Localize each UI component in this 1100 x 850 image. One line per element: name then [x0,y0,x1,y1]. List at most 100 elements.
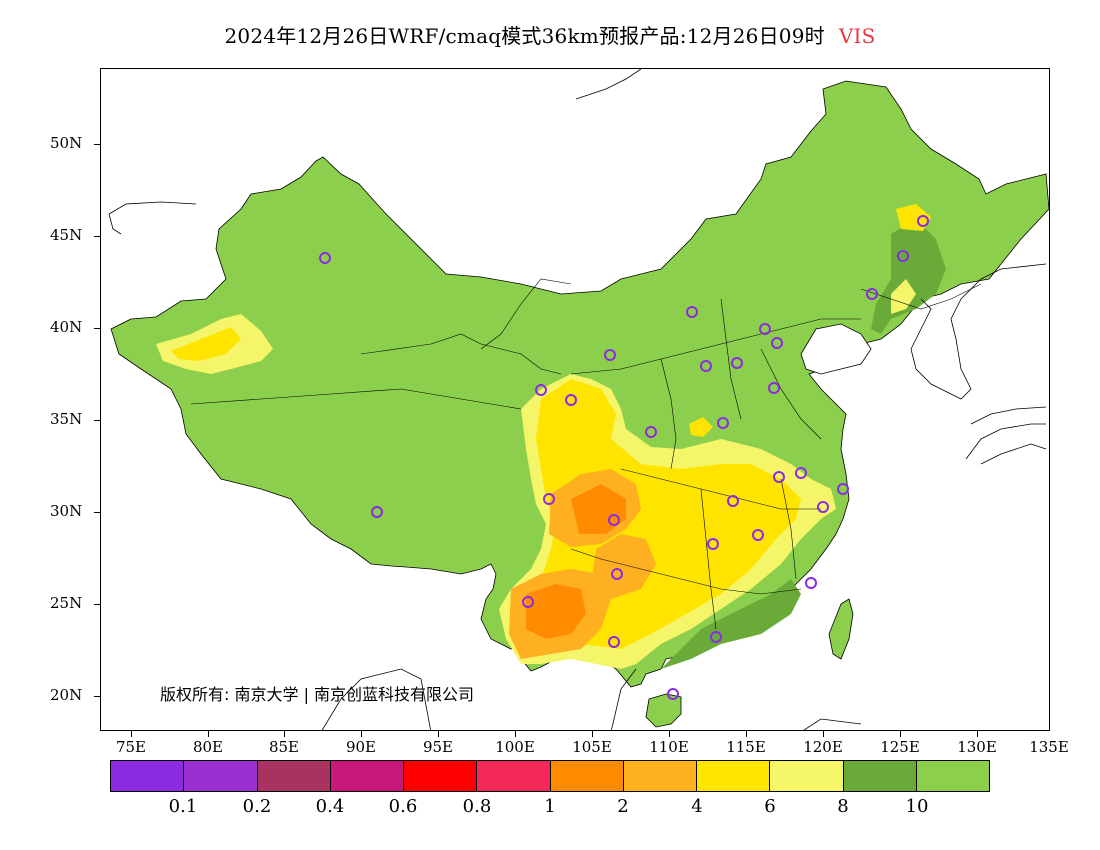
lon-tick [592,731,593,737]
station-marker [611,568,623,580]
legend-label: 0.1 [168,796,198,817]
north-yellow-spot [689,417,713,437]
legend-swatch [184,761,258,791]
lon-tick [977,731,978,737]
station-marker [686,306,698,318]
lon-label-80e: 80E [192,738,224,756]
legend-label: 6 [764,796,776,817]
legend-label: 0.2 [242,796,272,817]
lat-label-45n: 45N [50,226,83,244]
lat-label-25n: 25N [50,594,83,612]
legend-label: 4 [691,796,703,817]
station-marker [731,357,743,369]
station-marker [805,577,817,589]
lat-tick [94,604,100,605]
legend-swatch [623,761,697,791]
legend-label: 0.6 [388,796,418,817]
station-marker [565,394,577,406]
station-marker [817,501,829,513]
dark-green-patch-se [661,579,801,669]
lon-tick [746,731,747,737]
station-marker [608,636,620,648]
map-frame [100,68,1050,731]
station-marker [917,215,929,227]
legend-swatch [330,761,404,791]
legend-label: 10 [905,796,929,817]
legend-label: 0.4 [315,796,345,817]
station-marker [897,250,909,262]
lon-tick [669,731,670,737]
station-marker [717,417,729,429]
lon-tick [284,731,285,737]
legend-swatch [550,761,624,791]
legend-swatch [111,761,185,791]
station-marker [795,467,807,479]
copyright-text: 版权所有: 南京大学 | 南京创蓝科技有限公司 [160,685,475,704]
lon-tick [438,731,439,737]
ne-yellow-spot-2 [891,279,916,314]
lon-label-100e: 100E [495,738,535,756]
lon-label-95e: 95E [422,738,454,756]
station-marker [604,349,616,361]
sichuan-orange-core [571,484,626,534]
legend-swatch [770,761,844,791]
title-variable: VIS [838,24,876,48]
lon-tick [361,731,362,737]
lon-label-110e: 110E [649,738,689,756]
lon-label-130e: 130E [957,738,997,756]
legend-color-bar [110,760,990,792]
map-canvas [108,69,1049,730]
legend-swatch [697,761,771,791]
lon-label-85e: 85E [268,738,300,756]
taiwan-island [828,598,854,660]
lon-label-90e: 90E [345,738,377,756]
legend-swatch [404,761,478,791]
lat-label-40n: 40N [50,318,83,336]
ne-yellow-spot [896,204,931,231]
legend-label: 1 [544,796,556,817]
station-marker [645,426,657,438]
legend-swatch [843,761,917,791]
neighbor-coastlines [108,69,1047,730]
lat-tick [94,696,100,697]
legend-label: 2 [617,796,629,817]
lat-tick [94,420,100,421]
station-marker [608,514,620,526]
title-main: 2024年12月26日WRF/cmaq模式36km预报产品:12月26日09时 [224,24,825,48]
bohai-sea [800,323,872,375]
lat-tick [94,512,100,513]
lon-tick [208,731,209,737]
legend-swatch [477,761,551,791]
station-marker [371,506,383,518]
legend-label: 8 [837,796,849,817]
lat-tick [94,328,100,329]
station-marker [727,495,739,507]
station-marker [667,688,679,700]
station-marker [522,596,534,608]
lon-label-135e: 135E [1029,738,1069,756]
legend-swatch [257,761,331,791]
lon-tick [131,731,132,737]
station-marker [543,493,555,505]
province-boundaries [190,278,982,630]
lon-tick [823,731,824,737]
station-marker [771,337,783,349]
lon-tick [515,731,516,737]
station-marker [752,529,764,541]
lon-label-120e: 120E [803,738,843,756]
station-marker [773,471,785,483]
lon-label-75e: 75E [115,738,147,756]
taklamakan-core [171,327,241,361]
lon-label-125e: 125E [880,738,920,756]
lon-label-105e: 105E [572,738,612,756]
guizhou-orange [591,534,656,599]
legend-label: 0.8 [462,796,492,817]
station-marker [866,288,878,300]
lon-tick [900,731,901,737]
station-marker [768,382,780,394]
station-marker [759,323,771,335]
dark-green-patch-ne [871,219,946,334]
station-marker [319,252,331,264]
lat-label-50n: 50N [50,134,83,152]
lat-label-30n: 30N [50,502,83,520]
